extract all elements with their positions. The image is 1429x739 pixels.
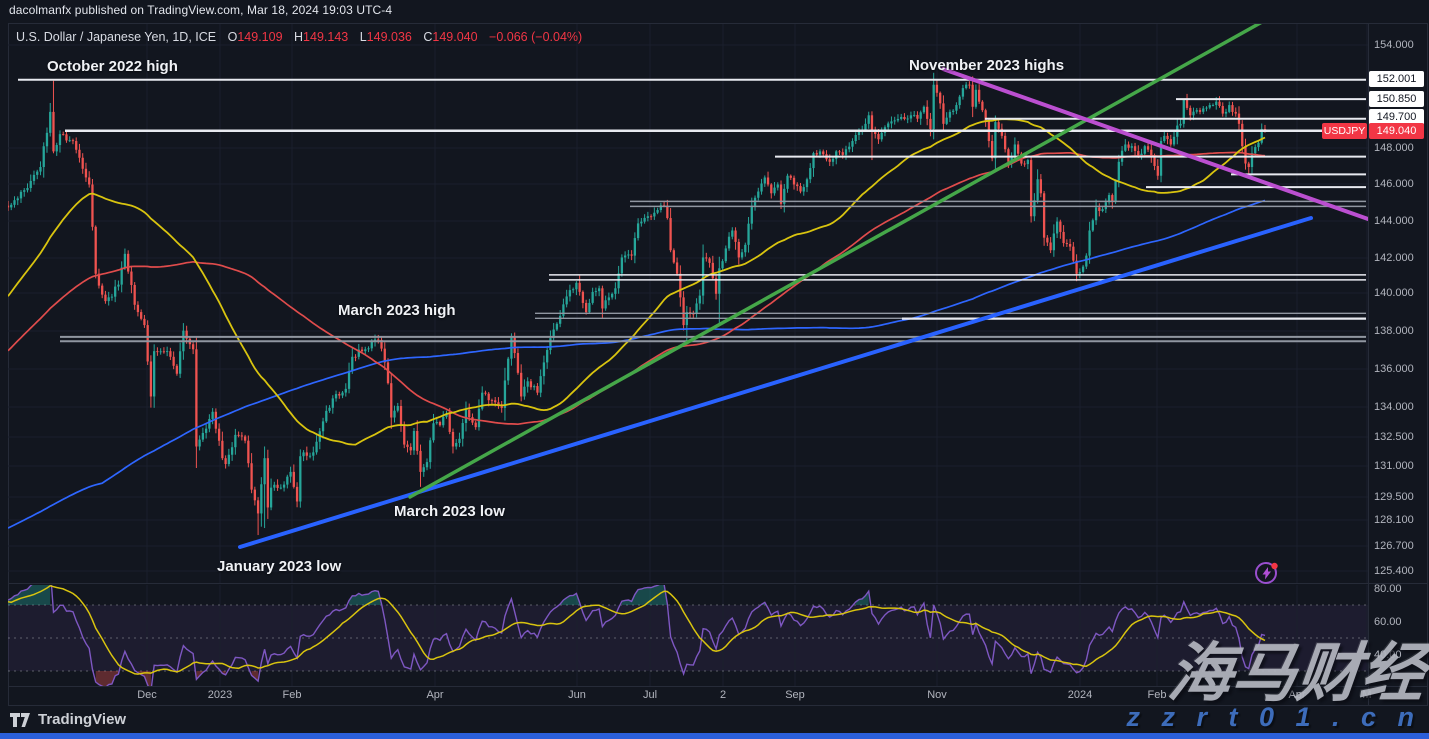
chart-annotation[interactable]: March 2023 low <box>394 503 505 520</box>
rsi-axis-label: 60.00 <box>1374 616 1402 628</box>
chart-frame <box>8 23 1428 706</box>
high-label: H <box>294 30 304 44</box>
price-axis-label: 125.400 <box>1374 565 1414 577</box>
rsi-axis-label: 40.00 <box>1374 649 1402 661</box>
chart-annotation[interactable]: October 2022 high <box>47 58 178 75</box>
price-axis-label: 134.000 <box>1374 401 1414 413</box>
time-axis-label: Apr <box>1288 689 1306 701</box>
price-axis-label: 144.000 <box>1374 215 1414 227</box>
price-axis-label: 129.500 <box>1374 491 1414 503</box>
price-axis-label: 154.000 <box>1374 39 1414 51</box>
price-axis-label: 140.000 <box>1374 287 1414 299</box>
time-axis-label: Feb <box>282 689 302 701</box>
tradingview-attribution[interactable]: TradingView <box>10 711 126 728</box>
time-axis-label: Sep <box>785 689 805 701</box>
attribution-text: dacolmanfx published on TradingView.com,… <box>9 3 393 17</box>
time-axis-label: Apr <box>426 689 444 701</box>
time-axis-label: Jun <box>568 689 586 701</box>
close-value: 149.040 <box>432 30 478 44</box>
rsi-panel-canvas[interactable] <box>8 585 1368 686</box>
price-axis-label: 126.700 <box>1374 540 1414 552</box>
rsi-zone-fill <box>855 591 869 605</box>
rsi-zone-fill <box>137 671 151 686</box>
time-axis-label: Jul <box>642 689 658 701</box>
price-axis-label: 142.000 <box>1374 252 1414 264</box>
rsi-zone-fill <box>349 590 382 605</box>
rsi-zone-fill <box>8 585 51 605</box>
price-line-badge: 152.001 <box>1369 71 1424 87</box>
price-axis-label: 136.000 <box>1374 363 1414 375</box>
chart-annotation[interactable]: November 2023 highs <box>909 57 1065 74</box>
march-2023-low-trendline[interactable] <box>408 24 1263 499</box>
flash-button[interactable] <box>1253 559 1281 587</box>
symbol-title: U.S. Dollar / Japanese Yen, 1D, ICE <box>16 30 217 44</box>
watermark-url: z z r t 0 1 . c n <box>1126 702 1421 732</box>
change-value: −0.066 (−0.04%) <box>489 30 583 44</box>
symbol-legend[interactable]: U.S. Dollar / Japanese Yen, 1D, ICE O149… <box>16 30 582 44</box>
watermark-chinese: 海马财经 <box>1164 637 1429 709</box>
lightning-icon <box>1262 567 1271 580</box>
price-line-badge: 149.700 <box>1369 109 1424 125</box>
rsi-zone-fill <box>95 671 119 686</box>
close-label: C <box>423 30 433 44</box>
current-price-badge: 149.040 <box>1369 123 1424 139</box>
price-axis-label: 146.000 <box>1374 178 1414 190</box>
low-value: 149.036 <box>366 30 412 44</box>
price-axis-separator <box>1368 23 1369 706</box>
time-axis-label: Dec <box>137 689 157 701</box>
price-axis-label: 128.100 <box>1374 514 1414 526</box>
time-axis-label: Nov <box>927 689 947 701</box>
rsi-smoothing-line <box>8 585 1266 675</box>
tradingview-logo-text: TradingView <box>38 711 127 728</box>
symbol-price-tag: USDJPY <box>1322 123 1367 139</box>
time-axis-label: Feb <box>1147 689 1167 701</box>
price-axis-label: 138.000 <box>1374 325 1414 337</box>
notification-dot <box>1271 562 1278 570</box>
november-2023-highs-trendline[interactable] <box>941 67 1368 221</box>
time-axis-label: M <box>1362 689 1372 701</box>
chart-annotation[interactable]: January 2023 low <box>217 558 342 575</box>
price-axis-label: 131.000 <box>1374 460 1414 472</box>
chart-annotation[interactable]: March 2023 high <box>338 302 456 319</box>
tradingview-logo-icon <box>10 712 30 727</box>
low-label: L <box>359 30 367 44</box>
rsi-axis-label: 80.00 <box>1374 583 1402 595</box>
price-line-badge: 150.850 <box>1369 91 1424 107</box>
grid-lines <box>8 24 1368 583</box>
time-axis-label: 2 <box>719 689 727 701</box>
time-axis-label: 2023 <box>207 689 233 701</box>
time-axis-label: 2024 <box>1067 689 1093 701</box>
time-axis-separator <box>8 686 1428 687</box>
open-value: 149.109 <box>237 30 283 44</box>
flash-circle <box>1255 562 1277 584</box>
price-axis-label: 148.000 <box>1374 142 1414 154</box>
rsi-zone-fill <box>621 585 668 605</box>
price-axis-label: 132.500 <box>1374 431 1414 443</box>
pane-separator <box>8 583 1428 584</box>
high-value: 149.143 <box>303 30 349 44</box>
main-chart-canvas[interactable] <box>8 24 1368 584</box>
open-label: O <box>227 30 238 44</box>
sma-slow[interactable] <box>8 199 1266 529</box>
rsi-zone-fill <box>560 593 580 605</box>
bottom-accent-bar <box>0 733 1429 739</box>
rsi-zone-fill <box>251 671 259 682</box>
support-resistance-levels <box>18 78 1366 343</box>
